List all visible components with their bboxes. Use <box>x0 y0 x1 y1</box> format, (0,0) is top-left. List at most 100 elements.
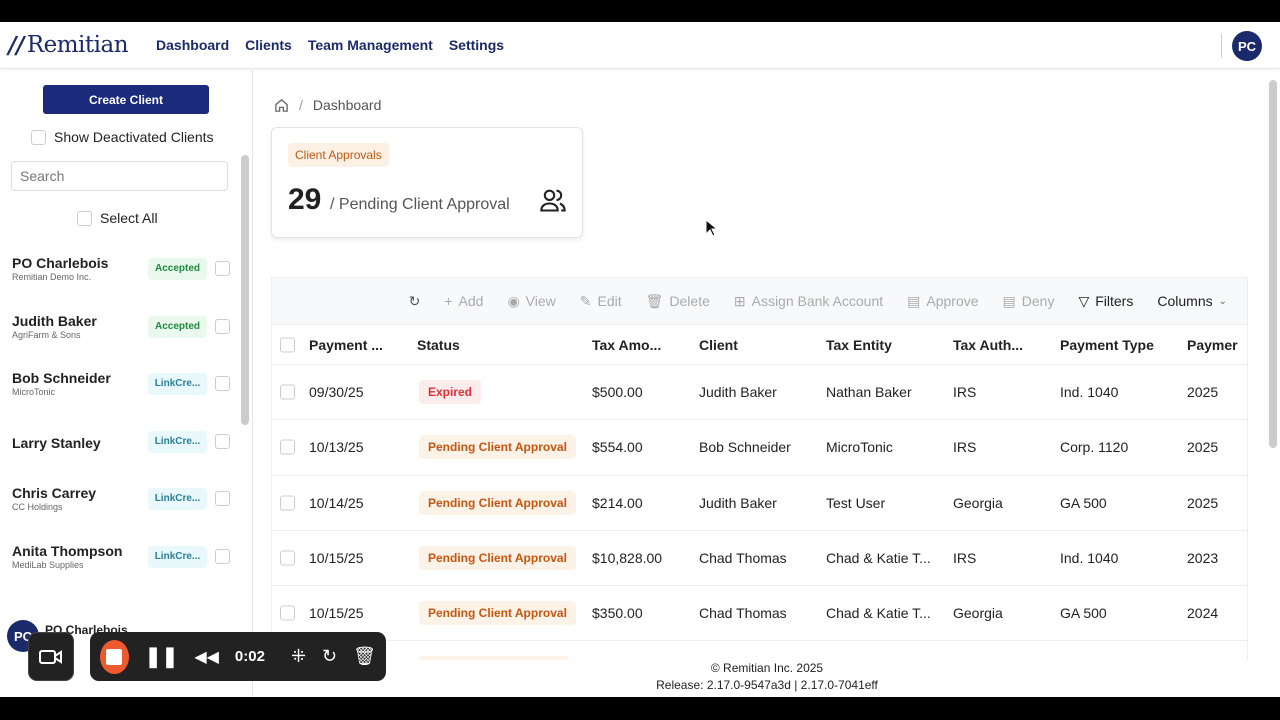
grid-dots-button[interactable]: ⁜ <box>290 646 307 666</box>
column-header[interactable]: Tax Auth... <box>953 336 1023 353</box>
columns-button[interactable]: Columns ⌄ <box>1157 293 1227 309</box>
checkbox[interactable] <box>77 210 92 226</box>
view-button[interactable]: ◉ View <box>507 293 555 310</box>
pause-button[interactable]: ❚❚ <box>144 646 179 668</box>
client-checkbox[interactable] <box>215 261 230 276</box>
home-icon[interactable] <box>274 98 289 113</box>
search-input[interactable] <box>11 161 228 191</box>
nav-team-management[interactable]: Team Management <box>307 37 433 53</box>
row-checkbox[interactable] <box>280 384 295 400</box>
label: Filters <box>1095 293 1134 309</box>
table-cell: 10/15/25 <box>309 550 364 567</box>
client-list-item[interactable]: Larry Stanley LinkCre... <box>0 408 238 466</box>
delete-button[interactable]: 🗑 Delete <box>646 293 710 310</box>
client-checkbox[interactable] <box>215 433 230 449</box>
table-row[interactable]: 10/13/25 Pending Client Approval $554.00 Bo… <box>272 420 1247 476</box>
table-header: Payment ... Status Tax Amo... Client Tax Ent… <box>272 325 1247 365</box>
show-deactivated-toggle[interactable]: Show Deactivated Clients <box>31 129 214 145</box>
footer: © Remitian Inc. 2025 Release: 2.17.0-954… <box>254 660 1280 697</box>
sidebar-scrollbar[interactable] <box>241 155 249 425</box>
table-cell: $10,828.00 <box>592 550 663 567</box>
recording-controls: ❚❚ ◀◀ 0:02 ⁜ ↻ 🗑 <box>90 632 386 681</box>
nav-clients[interactable]: Clients <box>245 37 292 53</box>
client-approvals-card[interactable]: Client Approvals 29 / Pending Client App… <box>271 127 583 238</box>
logo-text: Remitian <box>26 32 129 58</box>
main-content: / Dashboard Client Approvals 29 / Pendin… <box>254 70 1280 697</box>
nav-settings[interactable]: Settings <box>448 37 505 53</box>
rewind-button[interactable]: ◀◀ <box>194 648 219 666</box>
filters-button[interactable]: ▽ Filters <box>1078 293 1133 310</box>
table-row[interactable]: 10/14/25 Pending Client Approval $214.00 Ju… <box>272 476 1247 531</box>
client-company: MicroTonic <box>12 387 56 397</box>
table-row[interactable]: 09/30/25 Expired $500.00 Judith Baker Nathan… <box>272 365 1247 421</box>
column-header[interactable]: Status <box>417 336 460 353</box>
approve-button[interactable]: ▤ Approve <box>907 293 978 310</box>
label: Delete <box>669 293 710 309</box>
document-check-icon: ▤ <box>907 292 921 309</box>
column-header[interactable]: Payment Type <box>1060 336 1154 353</box>
label: Approve <box>926 293 979 309</box>
table-row[interactable]: 10/15/25 Pending Client Approval $350.00 Ch… <box>272 586 1247 642</box>
client-list-item[interactable]: PO Charlebois Remitian Demo Inc. Accepted <box>0 235 238 293</box>
breadcrumb: / Dashboard <box>274 97 381 113</box>
label: View <box>525 293 556 309</box>
refresh-icon: ↻ <box>408 292 421 309</box>
client-company: MediLab Supplies <box>12 559 84 570</box>
camera-button[interactable] <box>28 632 74 681</box>
client-list-item[interactable]: Bob Schneider MicroTonic LinkCre... <box>0 350 238 408</box>
table-cell: $350.00 <box>592 605 643 622</box>
row-checkbox[interactable] <box>280 550 295 566</box>
client-sidebar: Create Client Show Deactivated Clients S… <box>0 70 253 697</box>
table-row[interactable]: 10/15/25 Pending Client Approval $10,828.0… <box>272 531 1247 587</box>
table-cell: Georgia <box>953 494 1003 511</box>
label: Add <box>458 293 484 309</box>
client-status-badge: LinkCre... <box>148 488 207 510</box>
client-checkbox[interactable] <box>215 376 230 391</box>
column-header[interactable]: Paymer <box>1187 336 1238 353</box>
logo-mark-icon: // <box>8 31 24 59</box>
table-cell: 09/30/25 <box>309 384 364 401</box>
table-cell: GA 500 <box>1060 494 1107 511</box>
select-all-rows-checkbox[interactable] <box>280 337 295 352</box>
payments-grid: ↻ + Add ◉ View ✎ Edit 🗑 Delete ⊞ Assign Bank … <box>271 277 1248 697</box>
stop-recording-button[interactable] <box>100 639 129 674</box>
column-header[interactable]: Tax Amo... <box>592 336 662 353</box>
client-status-badge: Accepted <box>148 258 207 280</box>
page-scrollbar[interactable] <box>1269 80 1277 448</box>
client-company: Remitian Demo Inc. <box>12 272 92 282</box>
column-header[interactable]: Tax Entity <box>826 336 892 353</box>
client-list-item[interactable]: Judith Baker AgriFarm & Sons Accepted <box>0 293 238 351</box>
logo[interactable]: //Remitian <box>8 31 129 59</box>
assign-bank-account-button[interactable]: ⊞ Assign Bank Account <box>734 293 883 310</box>
nav-dashboard[interactable]: Dashboard <box>156 37 230 53</box>
status-badge: Pending Client Approval <box>419 601 576 626</box>
deny-button[interactable]: ▤ Deny <box>1003 293 1055 310</box>
label: Deny <box>1021 293 1055 309</box>
row-checkbox[interactable] <box>280 439 295 455</box>
client-checkbox[interactable] <box>215 491 230 506</box>
restart-button[interactable]: ↻ <box>322 646 338 666</box>
client-list-item[interactable]: Chris Carrey CC Holdings LinkCre... <box>0 465 238 523</box>
table-cell: Chad & Katie T... <box>826 550 931 567</box>
row-checkbox[interactable] <box>280 495 295 511</box>
client-company: AgriFarm & Sons <box>12 329 81 340</box>
column-header[interactable]: Client <box>699 336 738 353</box>
label: Edit <box>597 293 622 309</box>
select-all-checkbox[interactable]: Select All <box>77 210 158 226</box>
client-list-item[interactable]: Anita Thompson MediLab Supplies LinkCre... <box>0 523 238 581</box>
client-checkbox[interactable] <box>215 318 230 334</box>
edit-button[interactable]: ✎ Edit <box>580 293 622 310</box>
trash-button[interactable]: 🗑 <box>353 646 376 666</box>
client-checkbox[interactable] <box>215 548 230 564</box>
add-button[interactable]: + Add <box>444 293 483 309</box>
user-avatar[interactable]: PC <box>1232 31 1262 61</box>
client-name: Judith Baker <box>12 312 97 329</box>
column-header[interactable]: Payment ... <box>309 336 383 353</box>
row-checkbox[interactable] <box>280 605 295 621</box>
chevron-down-icon: ⌄ <box>1218 295 1227 307</box>
checkbox[interactable] <box>31 129 46 145</box>
table-cell: Chad Thomas <box>699 550 787 567</box>
table-cell: IRS <box>953 439 977 456</box>
refresh-button[interactable]: ↻ <box>409 293 421 310</box>
create-client-button[interactable]: Create Client <box>43 85 209 114</box>
